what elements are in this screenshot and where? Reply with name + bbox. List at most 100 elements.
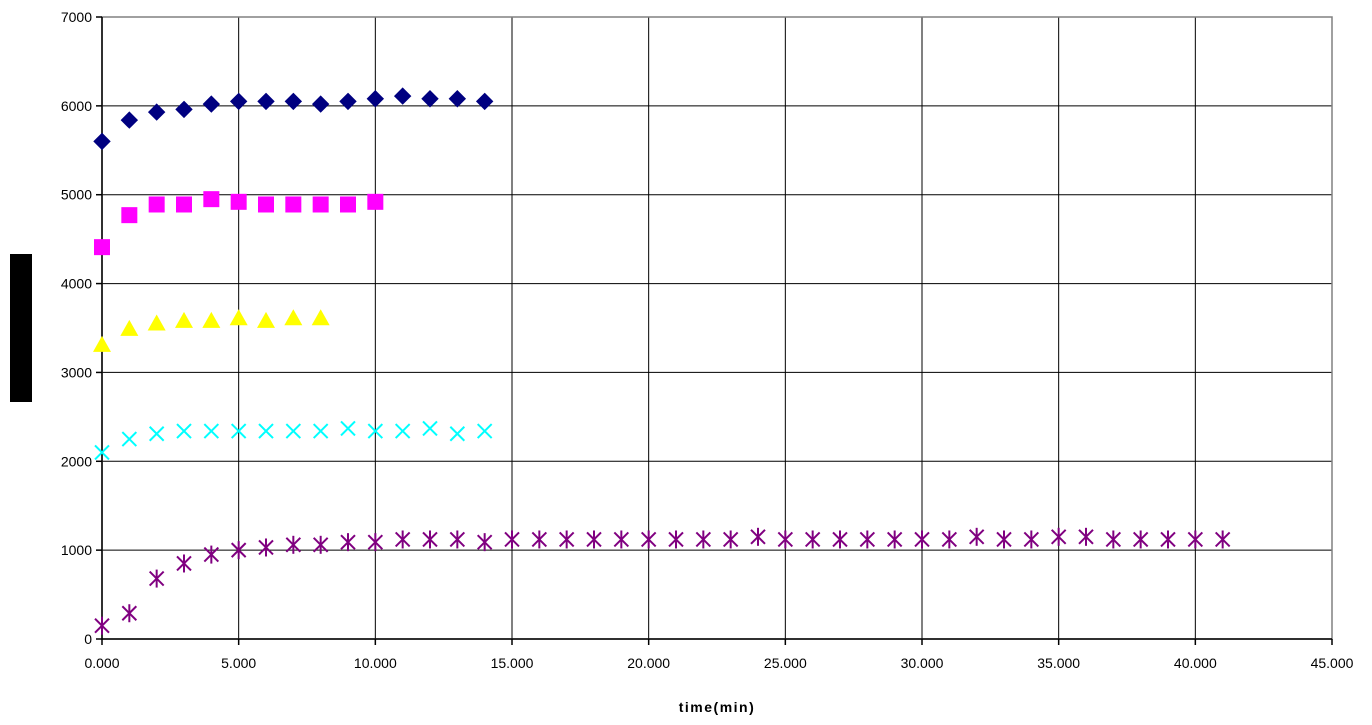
x-tick-label: 15.000 xyxy=(491,655,534,671)
x-tick-label: 10.000 xyxy=(354,655,397,671)
data-point-series4 xyxy=(367,423,384,439)
data-point-series5 xyxy=(640,530,657,549)
data-point-series5 xyxy=(1132,530,1149,549)
data-point-series2 xyxy=(230,193,247,210)
marker-stroke xyxy=(176,423,192,439)
data-point-series5 xyxy=(203,545,220,564)
x-tick-label: 30.000 xyxy=(901,655,944,671)
data-point-series5 xyxy=(312,535,329,554)
data-point-series1 xyxy=(257,92,275,111)
data-point-series1 xyxy=(175,100,193,119)
marker-stroke xyxy=(148,426,165,442)
marker-stroke xyxy=(121,431,138,447)
data-point-series5 xyxy=(859,530,876,549)
data-point-series5 xyxy=(722,530,739,549)
data-point-series3 xyxy=(175,311,193,328)
marker-stroke xyxy=(394,423,411,439)
data-point-series5 xyxy=(340,533,356,552)
data-point-series1 xyxy=(393,87,412,105)
marker-stroke xyxy=(367,423,384,439)
data-point-series5 xyxy=(148,569,165,588)
y-tick-label: 3000 xyxy=(61,364,92,380)
y-tick-label: 2000 xyxy=(61,453,92,469)
marker-stroke xyxy=(203,423,220,439)
data-point-series2 xyxy=(148,196,165,213)
data-point-series5 xyxy=(832,530,848,549)
data-point-series3 xyxy=(229,309,248,326)
data-point-series5 xyxy=(941,530,958,549)
data-point-series4 xyxy=(340,420,356,437)
x-tick-label: 5.000 xyxy=(221,655,256,671)
marker-stroke xyxy=(476,423,493,439)
x-tick-label: 35.000 xyxy=(1037,655,1080,671)
data-point-series5 xyxy=(804,530,821,549)
data-point-series5 xyxy=(121,604,138,623)
data-point-series5 xyxy=(695,530,712,549)
data-point-series5 xyxy=(777,530,794,549)
data-point-series5 xyxy=(176,554,192,573)
data-point-series2 xyxy=(340,196,356,213)
data-point-series5 xyxy=(613,530,630,549)
data-point-series5 xyxy=(367,533,384,552)
y-axis-title-redacted xyxy=(10,254,32,402)
y-tick-label: 7000 xyxy=(61,9,92,25)
data-point-series5 xyxy=(668,530,684,549)
data-point-series4 xyxy=(176,423,192,439)
data-point-series1 xyxy=(147,103,166,121)
marker-stroke xyxy=(230,423,247,439)
data-point-series4 xyxy=(148,426,165,442)
y-tick-label: 5000 xyxy=(61,187,92,203)
data-point-series4 xyxy=(285,423,302,439)
data-point-series3 xyxy=(93,335,111,352)
x-tick-label: 25.000 xyxy=(764,655,807,671)
data-point-series2 xyxy=(367,193,384,210)
marker-stroke xyxy=(340,420,356,437)
marker-stroke xyxy=(422,420,438,437)
data-point-series5 xyxy=(996,530,1012,549)
data-point-series1 xyxy=(202,95,221,113)
data-point-series1 xyxy=(284,92,303,111)
data-point-series3 xyxy=(284,309,303,326)
data-point-series5 xyxy=(476,533,493,552)
marker-stroke xyxy=(94,444,110,461)
data-point-series1 xyxy=(120,111,139,129)
data-point-series3 xyxy=(257,311,275,328)
marker-stroke xyxy=(449,426,466,442)
data-point-series5 xyxy=(1050,527,1067,546)
marker-stroke xyxy=(258,423,274,439)
data-point-series5 xyxy=(531,530,548,549)
data-point-series5 xyxy=(94,616,110,635)
data-point-series1 xyxy=(475,92,494,111)
data-point-series4 xyxy=(203,423,220,439)
data-point-series1 xyxy=(421,90,439,108)
data-point-series3 xyxy=(147,314,166,331)
y-tick-label: 0 xyxy=(84,631,92,647)
data-point-series2 xyxy=(312,196,329,213)
data-point-series1 xyxy=(366,90,385,108)
data-point-series3 xyxy=(120,319,139,336)
y-tick-label: 1000 xyxy=(61,542,92,558)
data-points xyxy=(93,87,1231,635)
data-point-series4 xyxy=(230,423,247,439)
data-point-series5 xyxy=(394,530,411,549)
data-point-series2 xyxy=(94,239,110,256)
data-point-series4 xyxy=(312,423,329,439)
data-point-series2 xyxy=(285,196,302,213)
data-point-series5 xyxy=(1160,530,1176,549)
x-tick-label: 20.000 xyxy=(627,655,670,671)
y-tick-label: 4000 xyxy=(61,276,92,292)
data-point-series4 xyxy=(422,420,438,437)
plot-area xyxy=(102,17,1332,639)
data-point-series5 xyxy=(1023,530,1040,549)
data-point-series2 xyxy=(203,191,220,208)
data-point-series5 xyxy=(1078,527,1094,546)
data-point-series5 xyxy=(968,527,985,546)
data-point-series5 xyxy=(285,535,302,554)
x-axis-title: time(min) xyxy=(679,699,756,715)
x-tick-label: 0.000 xyxy=(84,655,119,671)
data-point-series1 xyxy=(311,95,330,113)
data-point-series5 xyxy=(504,530,520,549)
data-point-series5 xyxy=(886,530,903,549)
data-point-series5 xyxy=(586,530,602,549)
